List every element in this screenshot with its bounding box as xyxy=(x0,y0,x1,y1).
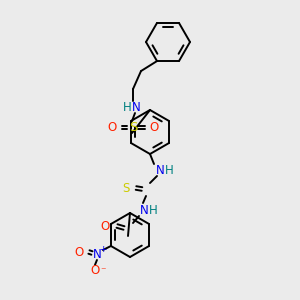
Text: H: H xyxy=(148,203,158,217)
Text: H: H xyxy=(123,100,131,114)
Text: S: S xyxy=(129,121,137,134)
Text: H: H xyxy=(165,164,173,176)
Text: O: O xyxy=(74,245,84,259)
Text: O: O xyxy=(100,220,109,232)
Text: N: N xyxy=(93,248,101,260)
Text: S: S xyxy=(122,182,130,194)
Text: O: O xyxy=(90,263,100,277)
Text: N: N xyxy=(132,100,140,114)
Text: +: + xyxy=(99,244,107,253)
Text: N: N xyxy=(140,203,148,217)
Text: O: O xyxy=(107,121,117,134)
Text: N: N xyxy=(156,164,164,176)
Text: ⁻: ⁻ xyxy=(100,266,106,276)
Text: O: O xyxy=(149,121,159,134)
